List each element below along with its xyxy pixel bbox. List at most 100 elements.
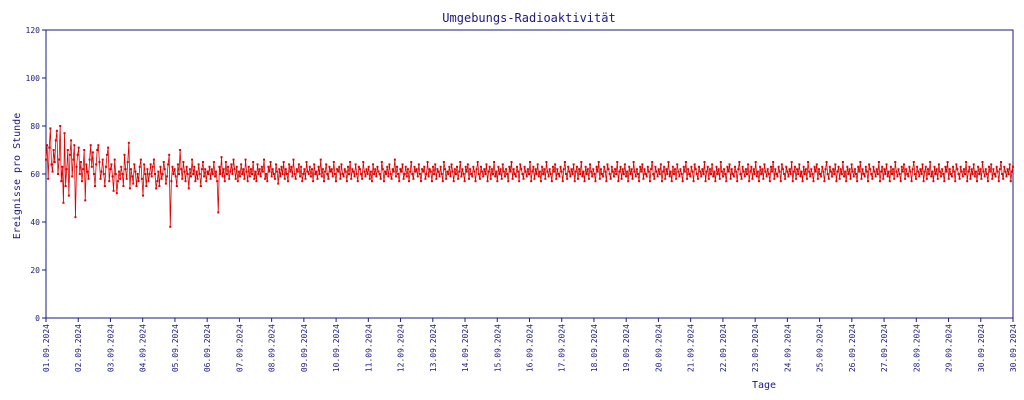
data-point [701,168,704,171]
data-point [143,163,146,166]
data-point [764,170,767,173]
data-point [923,170,926,173]
data-point [984,168,987,171]
data-point [840,173,843,175]
data-point [872,165,875,168]
data-point [365,168,368,171]
data-point [635,168,638,171]
data-point [820,175,823,178]
data-point [909,170,912,173]
data-point [79,161,82,163]
x-tick-label: 17.09.2024 [558,324,567,372]
data-point [847,173,850,175]
data-point [368,177,371,180]
data-point [925,177,928,180]
x-tick-label: 06.09.2024 [203,324,212,372]
data-point [543,168,546,171]
data-point [393,158,396,161]
data-point [400,170,403,173]
data-point [375,175,378,178]
data-point [434,163,437,166]
data-point [209,177,212,180]
data-point [122,185,125,187]
data-point [457,177,460,180]
data-point [318,173,321,175]
data-point [317,165,320,168]
data-point [50,163,53,166]
data-point [185,165,188,168]
y-tick-label: 40 [30,218,40,227]
data-point [624,175,627,178]
y-tick-label: 0 [35,314,40,323]
data-point [833,173,836,175]
data-point [293,173,296,175]
data-point [135,185,138,187]
data-point [55,129,58,132]
data-point [851,170,854,173]
data-point [669,170,672,173]
data-point [357,165,360,168]
data-point [333,173,336,175]
x-tick-label: 28.09.2024 [912,324,921,372]
data-point [85,163,88,166]
data-point [104,165,107,168]
data-point [195,170,198,173]
data-point [860,177,863,180]
data-point [515,165,518,168]
data-point [72,158,75,161]
y-axis: 0 20 40 60 80 100 120 [26,26,46,323]
data-point [487,170,490,173]
data-point [889,165,892,168]
data-point [844,170,847,173]
data-point [921,163,924,166]
data-point [692,180,695,183]
data-point [421,168,424,171]
data-point [571,173,574,175]
data-point [90,165,93,168]
data-point [260,165,263,168]
data-point [703,161,706,163]
data-point [852,175,855,178]
data-point [75,165,78,168]
data-point [56,173,59,175]
data-point [718,177,721,180]
data-point [183,170,186,173]
x-tick-label: 11.09.2024 [364,324,373,372]
data-point [774,168,777,171]
data-point [603,165,606,168]
data-point [87,177,90,180]
data-point [433,173,436,175]
data-point [767,173,770,175]
data-point [77,146,80,149]
data-point [825,161,828,163]
data-point [399,168,402,171]
data-point [761,168,764,171]
data-point [979,168,982,171]
data-point [447,173,450,175]
data-point [950,175,953,178]
data-point [349,161,352,163]
data-point [813,165,816,168]
data-point [188,168,191,171]
data-point [537,175,540,178]
data-point [1001,173,1004,175]
data-point [592,168,595,171]
data-point [127,141,130,144]
data-point [158,185,161,187]
data-point [880,170,883,173]
data-point [253,177,256,180]
data-point [289,170,292,173]
data-point [1002,177,1005,180]
data-point [377,170,380,173]
data-point [711,163,714,166]
data-point [817,168,820,171]
data-point [239,175,242,178]
data-point [176,163,179,166]
data-point [633,170,636,173]
data-point [614,168,617,171]
data-point [785,165,788,168]
data-point [512,168,515,171]
x-tick-label: 27.09.2024 [880,324,889,372]
data-point [408,180,411,183]
data-point [137,180,140,183]
